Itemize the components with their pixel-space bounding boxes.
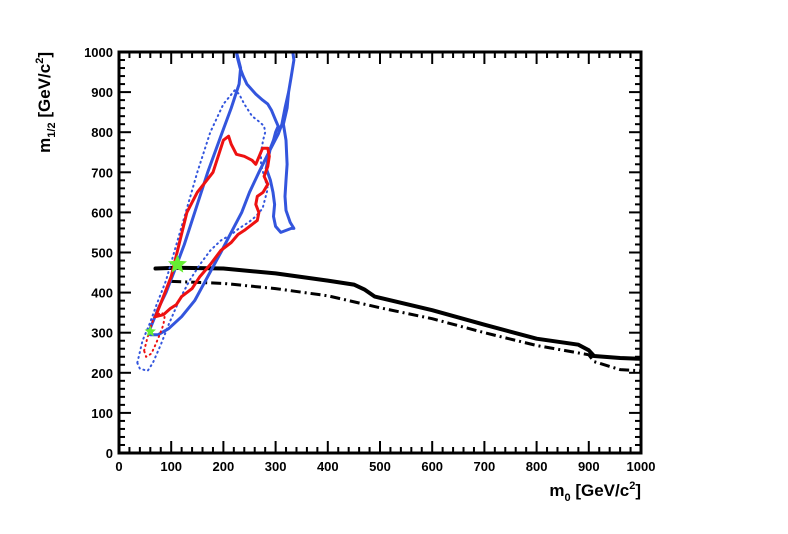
y-tick-label: 800 <box>91 125 113 140</box>
y-tick-label: 300 <box>91 326 113 341</box>
x-tick-label: 1000 <box>627 459 656 474</box>
series-red-solid-contour <box>154 134 271 319</box>
y-axis-title: m1/2 [GeV/c2] <box>34 52 58 153</box>
series-blue-dotted-contour <box>136 89 269 372</box>
y-axis-title-close: ] <box>35 52 54 58</box>
series-solid-black-limit <box>153 265 641 361</box>
x-axis-title-base: m <box>549 481 564 500</box>
y-axis-title-unit: [GeV/c <box>35 64 54 123</box>
x-tick-label: 600 <box>421 459 443 474</box>
y-axis-title-sub: 1/2 <box>46 122 58 137</box>
y-tick-label: 500 <box>91 246 113 261</box>
x-axis-title: m0 [GeV/c2] <box>549 480 641 504</box>
x-tick-label: 800 <box>526 459 548 474</box>
series-dashdot-black-limit <box>171 279 641 373</box>
secondary-star <box>144 325 156 337</box>
x-tick-label: 400 <box>317 459 339 474</box>
x-tick-label: 300 <box>265 459 287 474</box>
x-tick-label: 900 <box>578 459 600 474</box>
x-tick-label: 200 <box>213 459 235 474</box>
best-fit-star <box>168 254 187 273</box>
y-tick-label: 900 <box>91 85 113 100</box>
ticks-layer: 0 100 200 300 400 500 600 700 800 900 1000 0 100 200 3… <box>84 45 655 474</box>
x-tick-label: 700 <box>474 459 496 474</box>
y-tick-label: 400 <box>91 286 113 301</box>
x-tick-label: 0 <box>115 459 122 474</box>
y-tick-label: 0 <box>106 446 113 461</box>
x-axis-title-sub: 0 <box>564 492 570 504</box>
markers-layer <box>144 254 187 337</box>
plot-frame <box>117 50 643 455</box>
y-tick-label: 700 <box>91 165 113 180</box>
x-tick-label: 500 <box>369 459 391 474</box>
series-blue-solid-contour <box>147 52 296 337</box>
y-axis-title-base: m <box>35 138 54 153</box>
x-axis-title-sup: 2 <box>629 480 635 492</box>
x-axis-title-unit: [GeV/c <box>571 481 630 500</box>
y-tick-label: 200 <box>91 366 113 381</box>
y-tick-label: 1000 <box>84 45 113 60</box>
series-layer <box>136 52 641 373</box>
x-tick-label: 100 <box>160 459 182 474</box>
y-tick-label: 100 <box>91 406 113 421</box>
x-axis-title-close: ] <box>635 481 641 500</box>
y-tick-label: 600 <box>91 205 113 220</box>
y-axis-title-sup: 2 <box>34 58 46 64</box>
